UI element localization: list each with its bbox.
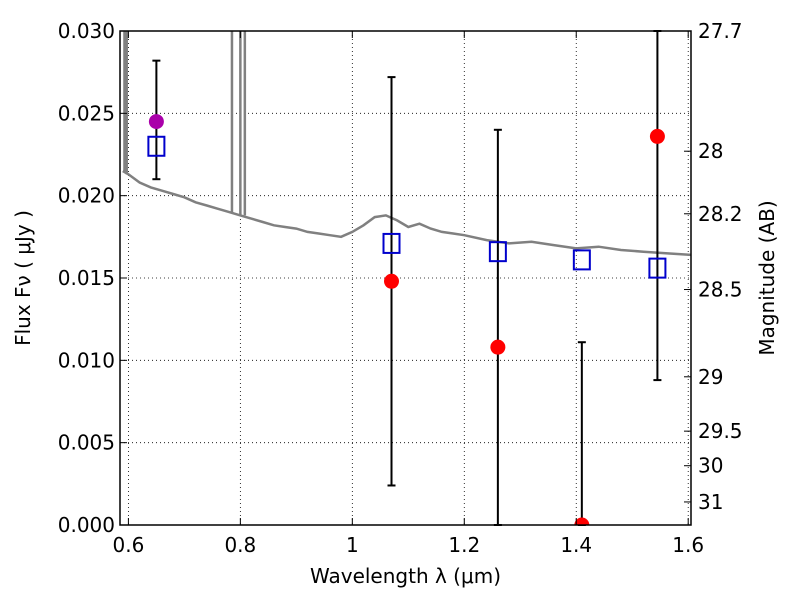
grid: [120, 30, 691, 526]
measured-point: [574, 517, 590, 525]
x-tick-label: 1.2: [448, 533, 480, 557]
y-tick-label: 0.000: [58, 513, 115, 537]
right-tick-label: 31: [698, 490, 723, 514]
measured-point: [490, 339, 506, 355]
right-tick-label: 29.5: [698, 419, 743, 443]
y-axis-title: Flux Fν ( μJy ): [11, 210, 35, 346]
model-photometry-square: [488, 241, 507, 263]
model-photometry-square: [648, 257, 667, 279]
x-tick-label: 0.8: [224, 533, 256, 557]
measured-point: [148, 114, 164, 130]
x-tick-label: 1: [346, 533, 359, 557]
axis-ticks: 0.6 0.8 1 1.2 1.4 1.6 0.000 0.005 0.010 0.015 0.02…: [58, 19, 743, 557]
measured-point: [384, 273, 400, 289]
y-tick-label: 0.025: [58, 101, 115, 125]
right-tick-label: 27.7: [698, 19, 743, 43]
x-tick-label: 1.6: [672, 533, 704, 557]
x-tick-label: 0.6: [112, 533, 144, 557]
spectrum-line: [122, 169, 691, 257]
y-tick-label: 0.020: [58, 184, 115, 208]
model-photometry-square: [147, 135, 166, 157]
measured-point: [649, 128, 665, 144]
y-tick-label: 0.015: [58, 266, 115, 290]
model-photometry-square: [382, 232, 401, 254]
y-tick-label: 0.005: [58, 431, 115, 455]
right-tick-label: 28: [698, 139, 723, 163]
right-tick-label: 30: [698, 454, 723, 478]
right-tick-label: 28.5: [698, 278, 743, 302]
model-spectrum: [122, 31, 691, 257]
plot-frame: [119, 30, 692, 526]
y-tick-label: 0.030: [58, 19, 115, 43]
y-tick-label: 0.010: [58, 348, 115, 372]
right-axis-title: Magnitude (AB): [755, 200, 779, 355]
x-axis-title: Wavelength λ (μm): [310, 564, 501, 588]
model-photometry-markers: [147, 135, 667, 279]
right-tick-label: 29: [698, 365, 723, 389]
right-tick-label: 28.2: [698, 202, 743, 226]
model-photometry-square: [572, 249, 591, 271]
measured-points: [148, 114, 665, 525]
x-tick-label: 1.4: [560, 533, 592, 557]
